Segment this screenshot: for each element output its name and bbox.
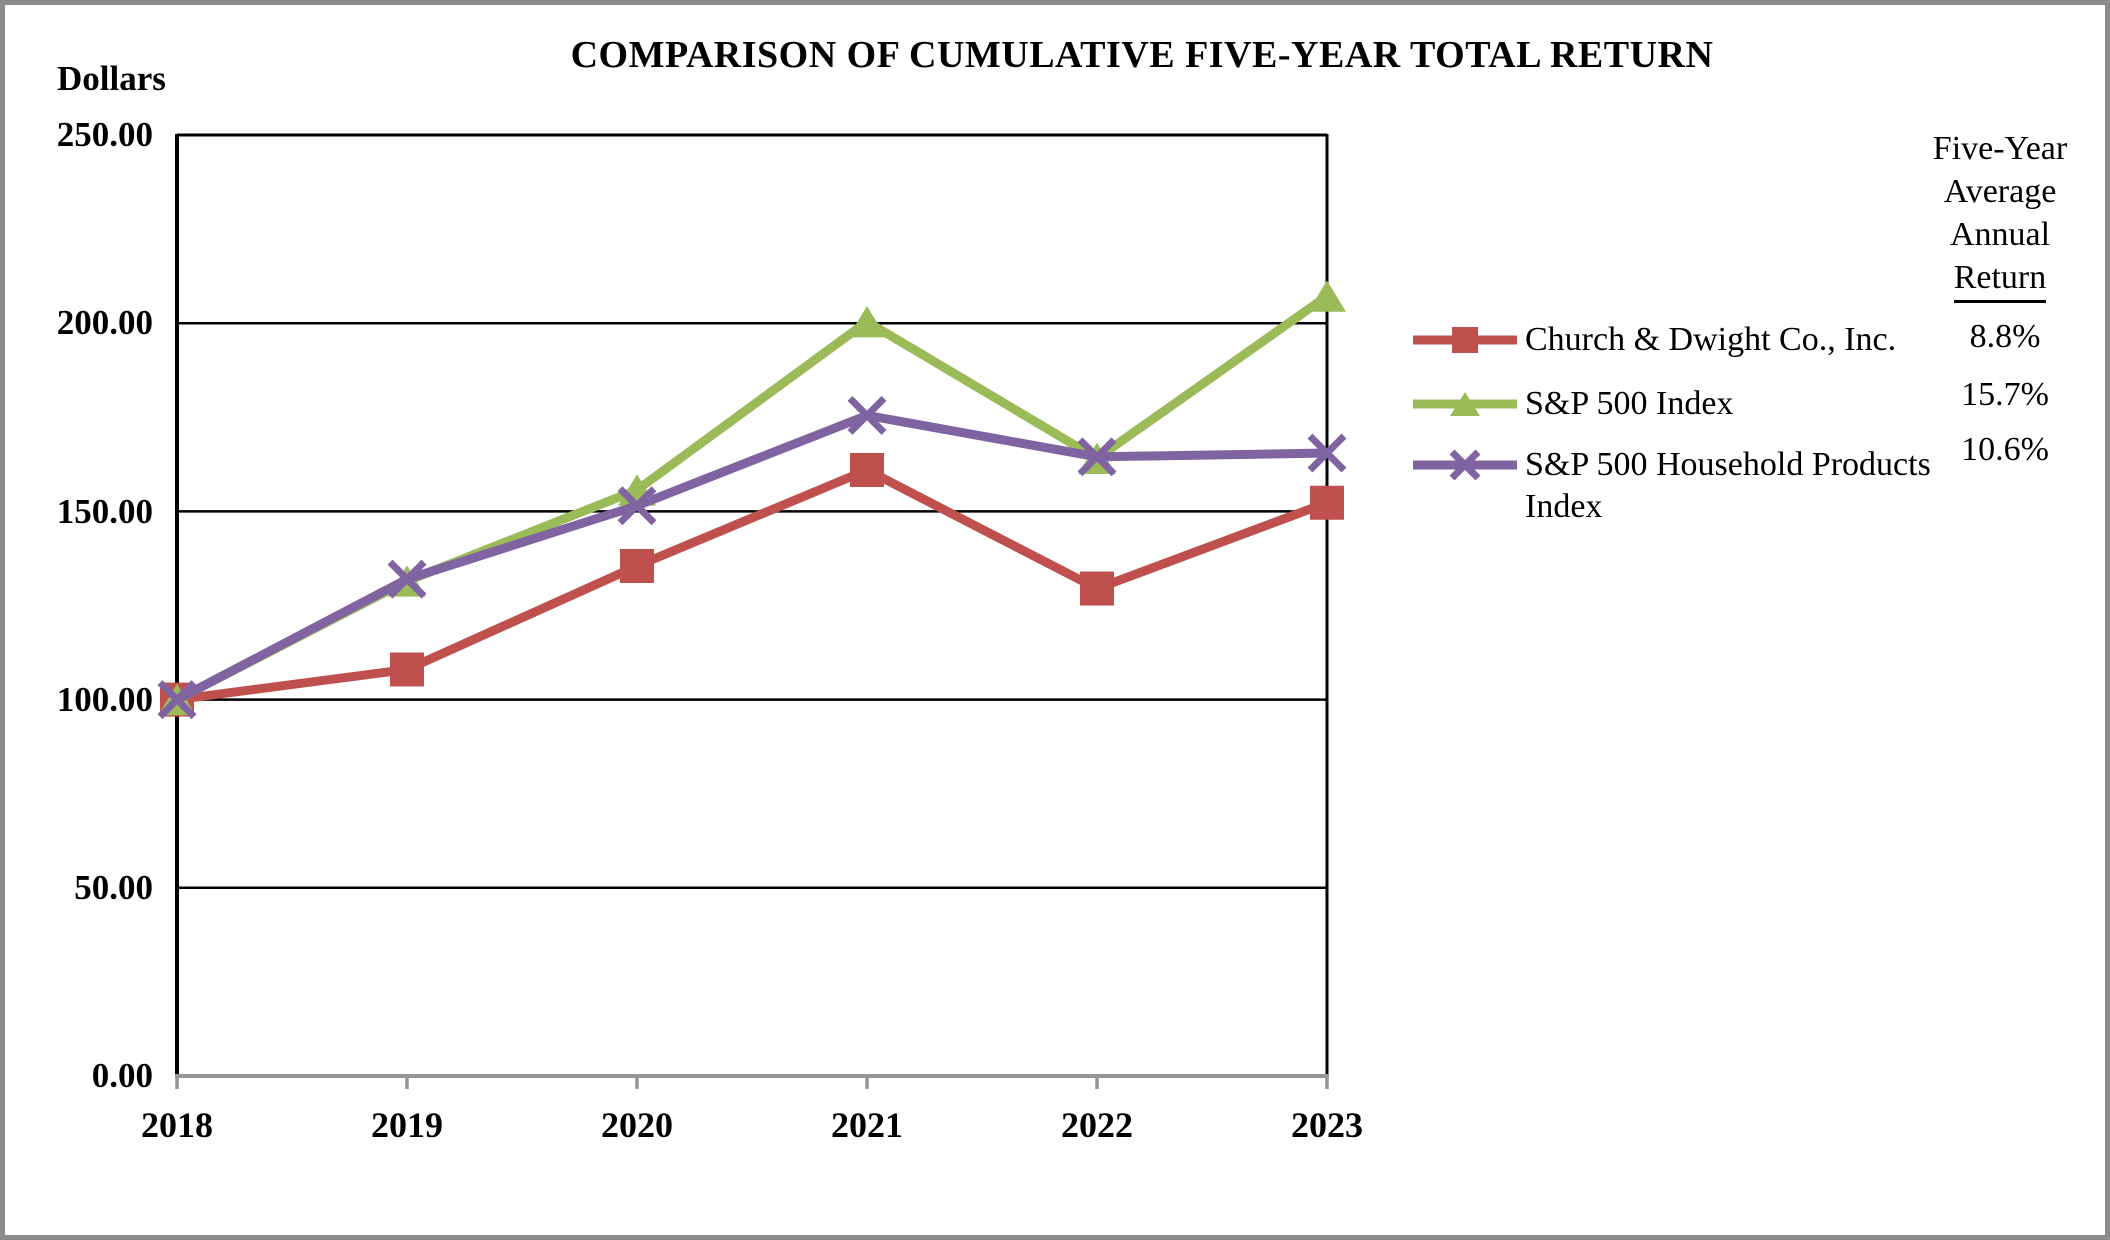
series-marker-square-icon [850, 452, 884, 487]
legend-header-return-underlined: Return [1953, 256, 2047, 303]
avg-return-value-church-dwight: 8.8% [1969, 318, 2041, 355]
avg-return-value-sp500-household: 10.6% [1961, 431, 2049, 468]
series-marker-square-icon [1080, 571, 1114, 606]
x-tick-label-2021: 2021 [831, 1105, 903, 1145]
series-marker-x-icon [1077, 437, 1117, 477]
x-tick-label-2018: 2018 [141, 1105, 213, 1145]
x-tick-label-2019: 2019 [371, 1105, 443, 1145]
legend-header-line-1: Five-Year [1932, 130, 2068, 167]
y-axis-title: Dollars [57, 59, 166, 98]
series-marker-square-icon [1310, 485, 1344, 520]
x-tick-label-2023: 2023 [1291, 1105, 1363, 1145]
series-marker-x-icon [617, 486, 657, 526]
series-marker-square-icon [620, 548, 654, 583]
series-marker-triangle-icon [848, 306, 886, 338]
series-line [172, 410, 1332, 705]
y-tick-label-100: 100.00 [56, 680, 153, 719]
legend-header-line-2: Average [1943, 173, 2057, 210]
legend-item-sp500: S&P 500 Index [1525, 385, 1734, 422]
avg-return-value-sp500: 15.7% [1961, 376, 2049, 413]
legend-header-line-3: Annual [1949, 216, 2051, 253]
series-marker-x-icon [1449, 449, 1481, 481]
series-marker-x-icon [1307, 433, 1347, 473]
y-tick-label-50: 50.00 [74, 868, 153, 907]
series-marker-x-icon [387, 559, 427, 599]
series-marker-square-icon [390, 652, 424, 687]
legend-item-church-dwight: Church & Dwight Co., Inc. [1525, 321, 1897, 358]
series-marker-triangle-icon [1308, 280, 1346, 312]
series-marker-x-icon [157, 680, 197, 720]
y-tick-label-200: 200.00 [56, 303, 153, 342]
plot-area [157, 133, 1517, 1089]
y-tick-label-250: 250.00 [56, 115, 153, 154]
series-marker-square-icon [1452, 327, 1478, 353]
y-tick-label-0: 0.00 [91, 1056, 153, 1095]
series-line [172, 465, 1332, 705]
x-tick-label-2022: 2022 [1061, 1105, 1133, 1145]
legend-header-line-4: Return [1885, 256, 2105, 303]
legend-header: Five-Year Average Annual Return [1885, 127, 2105, 303]
series-line [172, 291, 1332, 705]
legend-item-sp500-household: S&P 500 Household Products Index [1525, 446, 1931, 525]
series-marker-triangle-icon [1450, 392, 1480, 416]
x-tick-label-2020: 2020 [601, 1105, 673, 1145]
series-marker-x-icon [847, 395, 887, 435]
chart-title: COMPARISON OF CUMULATIVE FIVE-YEAR TOTAL… [570, 34, 1714, 76]
y-tick-label-150: 150.00 [56, 492, 153, 531]
